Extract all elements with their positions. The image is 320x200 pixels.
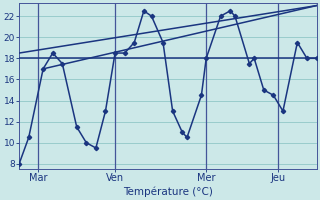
X-axis label: Température (°C): Température (°C) bbox=[123, 186, 213, 197]
